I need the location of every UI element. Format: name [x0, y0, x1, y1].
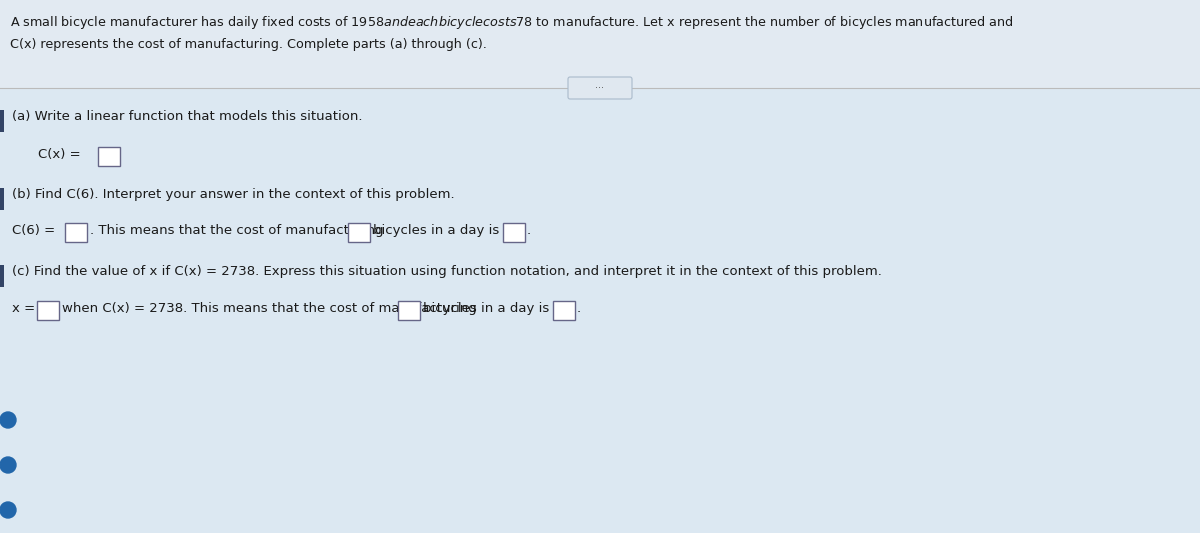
Text: x =: x = [12, 302, 35, 315]
Bar [0, 110, 4, 132]
Bar [398, 301, 420, 320]
Text: (c) Find the value of x if C(x) = 2738. Express this situation using function no: (c) Find the value of x if C(x) = 2738. … [12, 265, 882, 278]
Text: when C(x) = 2738. This means that the cost of manufacturing: when C(x) = 2738. This means that the co… [62, 302, 476, 315]
Text: bicycles in a day is $: bicycles in a day is $ [424, 302, 562, 315]
Text: ···: ··· [595, 83, 605, 93]
Text: .: . [577, 302, 581, 315]
Bar [37, 301, 59, 320]
Text: .: . [527, 224, 532, 237]
Circle shape [0, 412, 16, 428]
Text: C(x) =: C(x) = [38, 148, 80, 161]
Bar [0, 0, 1200, 88]
Bar [65, 223, 88, 242]
Bar [503, 223, 526, 242]
Bar [0, 188, 4, 210]
Text: C(6) =: C(6) = [12, 224, 55, 237]
Text: (a) Write a linear function that models this situation.: (a) Write a linear function that models … [12, 110, 362, 123]
Bar [348, 223, 370, 242]
Circle shape [0, 502, 16, 518]
Circle shape [0, 457, 16, 473]
Bar [0, 265, 4, 287]
Bar [98, 147, 120, 166]
Text: . This means that the cost of manufacturing: . This means that the cost of manufactur… [90, 224, 384, 237]
FancyBboxPatch shape [568, 77, 632, 99]
Bar [553, 301, 575, 320]
Text: C(x) represents the cost of manufacturing. Complete parts (a) through (c).: C(x) represents the cost of manufacturin… [10, 38, 487, 51]
Text: A small bicycle manufacturer has daily fixed costs of $1958 and each bicycle cos: A small bicycle manufacturer has daily f… [10, 14, 1014, 31]
Text: bicycles in a day is $: bicycles in a day is $ [373, 224, 512, 237]
Text: (b) Find C(6). Interpret your answer in the context of this problem.: (b) Find C(6). Interpret your answer in … [12, 188, 455, 201]
